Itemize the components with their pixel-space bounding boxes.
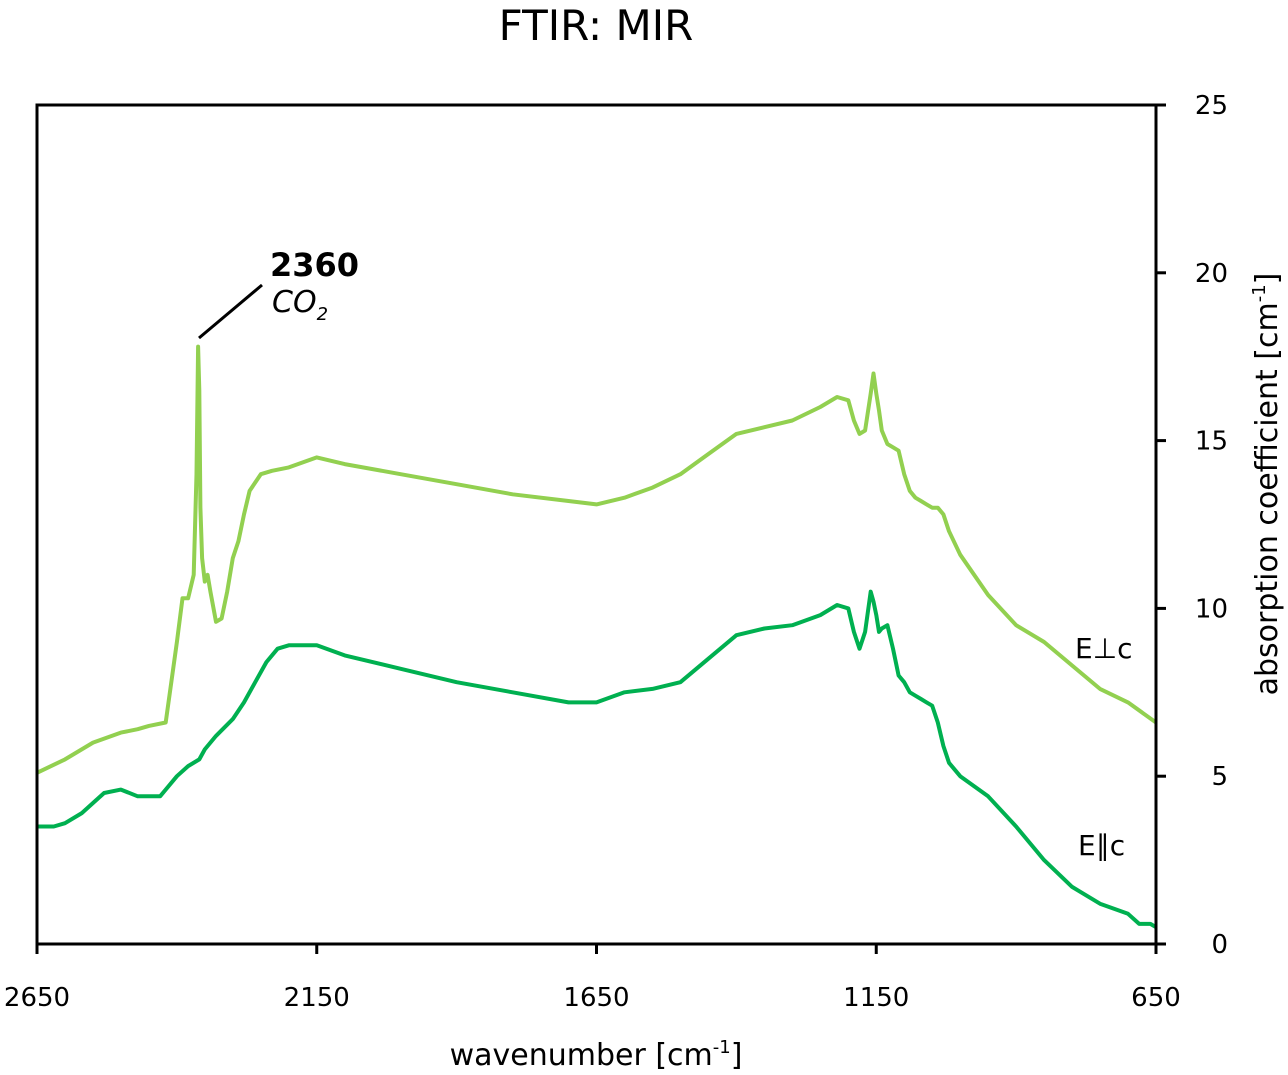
x-tick-label: 650: [1131, 983, 1181, 1013]
y-tick-label: 15: [1195, 427, 1228, 457]
plot-lines: [36, 344, 1158, 929]
y-axis-label: absorption coefficient [cm-1]: [1249, 273, 1285, 696]
series-label-perpendicular: E⊥c: [1075, 632, 1132, 665]
x-axis-ticks: 2650 2150 1650 1150 650: [4, 944, 1181, 1013]
plot-frame: [35, 103, 1158, 946]
x-tick-label: 2650: [4, 983, 70, 1013]
y-tick-label: 25: [1195, 91, 1228, 121]
chart-title: FTIR: MIR: [499, 1, 694, 50]
x-tick-label: 1150: [843, 983, 909, 1013]
series-line-parallel: [37, 589, 1158, 929]
co2-annotation-species: CO2: [272, 285, 328, 325]
y-tick-label: 0: [1211, 930, 1228, 960]
y-tick-label: 5: [1211, 762, 1228, 792]
co2-annotation-leader: [198, 283, 263, 340]
series-line-perpendicular: [36, 344, 1158, 775]
y-tick-label: 10: [1195, 594, 1228, 624]
y-tick-label: 20: [1195, 259, 1228, 289]
y-axis-ticks: 0 5 10 15 20 25: [1156, 91, 1228, 960]
series-label-parallel: E∥c: [1078, 829, 1125, 862]
x-tick-label: 1650: [563, 983, 629, 1013]
co2-annotation-value: 2360: [270, 246, 359, 284]
x-axis-label: wavenumber [cm-1]: [450, 1037, 743, 1073]
x-tick-label: 2150: [284, 983, 350, 1013]
